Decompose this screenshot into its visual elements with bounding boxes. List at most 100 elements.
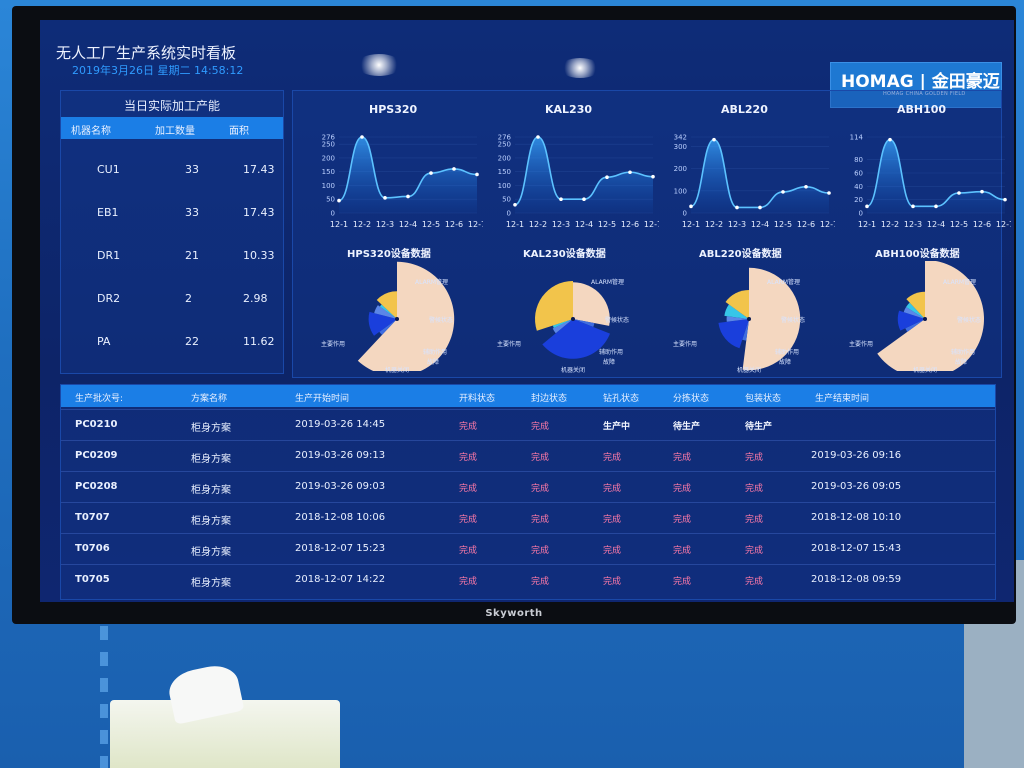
capacity-row: DR1 21 10.33 <box>61 237 283 277</box>
process-area: 10.33 <box>243 249 275 262</box>
pack-status: 完成 <box>745 546 764 556</box>
y-tick-label: 276 <box>498 134 512 142</box>
area-fill <box>691 139 829 213</box>
col-machine: 机器名称 <box>71 126 111 137</box>
col-drill: 钻孔状态 <box>603 394 640 404</box>
x-tick-label: 12-5 <box>598 220 616 229</box>
col-cut: 开料状态 <box>459 394 496 404</box>
x-tick-label: 12-3 <box>376 220 394 229</box>
table-row: T0706 柜身方案 2018-12-07 15:23 完成 完成 完成 完成 完成 2018-… <box>61 533 995 564</box>
sort-status: 完成 <box>673 484 692 494</box>
pie-slice <box>376 291 397 319</box>
data-point <box>689 204 693 209</box>
production-table: 生产批次号: 方案名称 生产开始时间 开料状态 封边状态 钻孔状态 分拣状态 包… <box>60 384 996 600</box>
pie-center <box>923 317 927 321</box>
data-point <box>582 197 586 202</box>
data-point <box>957 191 961 195</box>
y-tick-label: 60 <box>854 170 863 178</box>
y-tick-label: 0 <box>331 210 335 218</box>
area-fill <box>339 137 477 213</box>
data-point <box>804 184 808 189</box>
cut-status: 完成 <box>459 422 478 432</box>
pie-chart <box>357 261 455 371</box>
light-glare <box>356 54 402 76</box>
x-tick-label: 12-4 <box>927 220 945 229</box>
x-tick-label: 12-5 <box>422 220 440 229</box>
data-point <box>383 196 387 200</box>
pie-slice-label: ALARM管理 <box>591 279 625 286</box>
start-time: 2019-03-26 09:13 <box>295 450 386 461</box>
x-tick-label: 12-1 <box>330 220 348 229</box>
sort-status: 完成 <box>673 577 692 587</box>
y-tick-label: 50 <box>326 196 335 204</box>
pie-slice-label: 警候状态 <box>957 317 982 324</box>
pie-slice <box>573 319 595 328</box>
pie-slice <box>379 319 397 335</box>
data-point <box>888 137 892 142</box>
pie-slice <box>357 261 455 371</box>
y-tick-label: 300 <box>674 143 687 151</box>
pie-chart-title: ABH100设备数据 <box>875 249 960 260</box>
scheme-name: 柜身方案 <box>191 454 231 465</box>
x-tick-label: 12-3 <box>728 220 746 229</box>
x-tick-label: 12-4 <box>575 220 593 229</box>
data-point <box>452 167 456 171</box>
x-tick-label: 12-1 <box>506 220 524 229</box>
y-tick-label: 250 <box>498 141 511 149</box>
y-tick-label: 200 <box>674 165 687 173</box>
process-area: 2.98 <box>243 292 268 305</box>
col-qty: 加工数量 <box>155 126 195 137</box>
data-point <box>712 137 716 142</box>
x-tick-label: 12-7 <box>468 220 483 229</box>
data-point <box>911 204 915 209</box>
col-end: 生产结束时间 <box>815 394 870 404</box>
end-time: 2018-12-08 10:10 <box>811 512 902 523</box>
data-point <box>758 205 762 210</box>
pie-slice-label: 辅助作用 <box>951 349 976 356</box>
pie-slice-label: 主要作用 <box>497 341 522 348</box>
drill-status: 完成 <box>603 453 622 463</box>
data-point <box>559 197 563 202</box>
pie-center <box>395 317 399 321</box>
pie-slice <box>726 316 749 322</box>
start-time: 2018-12-07 15:23 <box>295 543 386 554</box>
pack-status: 完成 <box>745 484 764 494</box>
process-area: 17.43 <box>243 206 275 219</box>
pie-slice-label: 主要作用 <box>673 341 698 348</box>
logo-subtext: HOMAG CHINA GOLDEN FIELD <box>883 91 966 97</box>
x-tick-label: 12-6 <box>973 220 991 229</box>
scheme-name: 柜身方案 <box>191 516 231 527</box>
pie-center <box>571 317 575 321</box>
data-point <box>513 202 517 207</box>
pie-slice <box>724 304 749 319</box>
col-scheme: 方案名称 <box>191 394 228 404</box>
batch-number: PC0210 <box>75 419 118 430</box>
area-fill <box>867 139 1005 213</box>
data-point <box>651 174 655 179</box>
pie-slice-label: ALARM管理 <box>767 279 801 286</box>
x-tick-label: 12-1 <box>858 220 876 229</box>
cut-status: 完成 <box>459 546 478 556</box>
y-tick-label: 276 <box>322 134 336 142</box>
start-time: 2018-12-07 14:22 <box>295 574 386 585</box>
scheme-name: 柜身方案 <box>191 423 231 434</box>
table-row: T0707 柜身方案 2018-12-08 10:06 完成 完成 完成 完成 完成 2018-… <box>61 502 995 533</box>
drill-status: 生产中 <box>603 422 631 432</box>
edge-status: 完成 <box>531 577 550 587</box>
pie-slice-label: 主要作用 <box>849 341 874 348</box>
edge-status: 完成 <box>531 515 550 525</box>
y-tick-label: 0 <box>859 210 863 218</box>
data-point <box>980 189 984 194</box>
sort-status: 待生产 <box>673 422 701 432</box>
x-tick-label: 12-1 <box>682 220 700 229</box>
x-tick-label: 12-4 <box>751 220 769 229</box>
pie-slice <box>718 319 749 349</box>
pie-slice <box>897 310 925 331</box>
end-time: 2019-03-26 09:05 <box>811 481 902 492</box>
pack-status: 完成 <box>745 453 764 463</box>
x-tick-label: 12-6 <box>445 220 463 229</box>
x-tick-label: 12-6 <box>797 220 815 229</box>
sort-status: 完成 <box>673 453 692 463</box>
machine-name: EB1 <box>97 206 119 219</box>
drill-status: 完成 <box>603 484 622 494</box>
